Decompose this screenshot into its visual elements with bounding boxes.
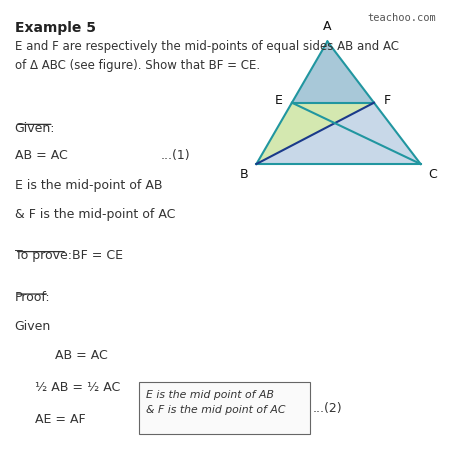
Text: Given: Given: [15, 320, 51, 333]
Text: F: F: [383, 94, 391, 107]
Text: C: C: [428, 168, 438, 181]
Text: teachoo.com: teachoo.com: [367, 13, 436, 23]
Text: ...(2): ...(2): [313, 401, 342, 415]
Text: Proof:: Proof:: [15, 291, 50, 304]
Text: & F is the mid-point of AC: & F is the mid-point of AC: [15, 208, 175, 221]
Text: AB = AC: AB = AC: [55, 349, 108, 362]
Text: AB = AC: AB = AC: [15, 149, 67, 162]
Text: AE = AF: AE = AF: [35, 413, 85, 426]
FancyBboxPatch shape: [139, 382, 310, 434]
Text: BF = CE: BF = CE: [68, 249, 123, 262]
Text: E and F are respectively the mid-points of equal sides AB and AC
of Δ ABC (see f: E and F are respectively the mid-points …: [15, 40, 399, 72]
Text: ½ AB = ½ AC: ½ AB = ½ AC: [35, 381, 120, 394]
Text: Example 5: Example 5: [15, 21, 96, 35]
Text: To prove:: To prove:: [15, 249, 72, 262]
Polygon shape: [292, 41, 374, 103]
Text: ...(1): ...(1): [161, 149, 191, 162]
Polygon shape: [256, 103, 374, 164]
Text: Given:: Given:: [15, 121, 55, 135]
Polygon shape: [256, 103, 420, 164]
Text: A: A: [323, 20, 332, 33]
Text: E is the mid-point of AB: E is the mid-point of AB: [15, 179, 162, 191]
Text: E: E: [274, 94, 283, 107]
Text: B: B: [240, 168, 248, 181]
Text: E is the mid point of AB
& F is the mid point of AC: E is the mid point of AB & F is the mid …: [146, 390, 286, 415]
